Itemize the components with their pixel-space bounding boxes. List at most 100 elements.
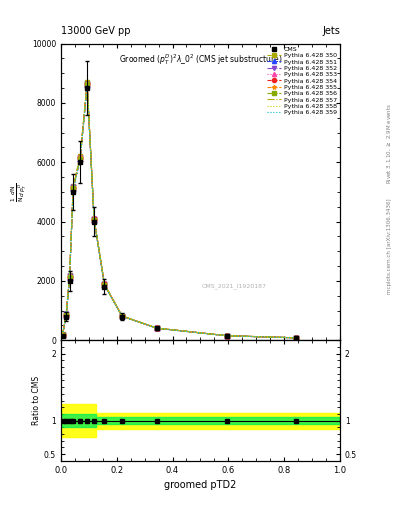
- Pythia 6.428 356: [64, 312, 68, 318]
- Pythia 6.428 359: [92, 217, 96, 223]
- Pythia 6.428 354: [154, 325, 159, 331]
- Pythia 6.428 350: [224, 333, 229, 339]
- Pythia 6.428 356: [78, 156, 83, 162]
- Pythia 6.428 355: [294, 335, 299, 341]
- Text: 13000 GeV pp: 13000 GeV pp: [61, 26, 130, 36]
- Pythia 6.428 353: [294, 335, 299, 341]
- Pythia 6.428 355: [119, 313, 124, 319]
- Pythia 6.428 358: [119, 313, 124, 319]
- Pythia 6.428 359: [64, 312, 68, 318]
- Pythia 6.428 355: [60, 331, 65, 337]
- Pythia 6.428 356: [224, 333, 229, 339]
- Pythia 6.428 353: [78, 156, 83, 162]
- Line: Pythia 6.428 355: Pythia 6.428 355: [60, 81, 299, 340]
- Pythia 6.428 357: [119, 313, 124, 319]
- Pythia 6.428 353: [102, 282, 107, 288]
- Pythia 6.428 359: [119, 313, 124, 319]
- Pythia 6.428 353: [119, 313, 124, 319]
- Pythia 6.428 353: [92, 217, 96, 223]
- Pythia 6.428 358: [294, 335, 299, 341]
- Pythia 6.428 357: [154, 325, 159, 331]
- Pythia 6.428 358: [102, 281, 107, 287]
- Line: Pythia 6.428 359: Pythia 6.428 359: [62, 86, 296, 338]
- Pythia 6.428 351: [224, 333, 229, 339]
- Pythia 6.428 351: [78, 156, 83, 162]
- Pythia 6.428 353: [64, 312, 68, 318]
- X-axis label: groomed pTD2: groomed pTD2: [164, 480, 237, 490]
- Pythia 6.428 354: [71, 185, 75, 191]
- Pythia 6.428 359: [78, 157, 83, 163]
- Text: mcplots.cern.ch [arXiv:1306.3436]: mcplots.cern.ch [arXiv:1306.3436]: [387, 198, 391, 293]
- Pythia 6.428 358: [64, 311, 68, 317]
- Pythia 6.428 351: [119, 313, 124, 319]
- Pythia 6.428 354: [294, 335, 299, 341]
- Pythia 6.428 352: [85, 80, 90, 87]
- Pythia 6.428 351: [102, 282, 107, 288]
- Pythia 6.428 357: [64, 311, 68, 317]
- Pythia 6.428 353: [154, 325, 159, 331]
- Pythia 6.428 355: [71, 184, 75, 190]
- Pythia 6.428 354: [224, 333, 229, 339]
- Pythia 6.428 355: [78, 155, 83, 161]
- Pythia 6.428 354: [119, 313, 124, 319]
- Pythia 6.428 354: [92, 217, 96, 223]
- Pythia 6.428 356: [154, 325, 159, 331]
- Pythia 6.428 352: [67, 273, 72, 280]
- Pythia 6.428 352: [102, 281, 107, 287]
- Pythia 6.428 354: [60, 332, 65, 338]
- Pythia 6.428 357: [294, 335, 299, 341]
- Pythia 6.428 359: [154, 325, 159, 331]
- Pythia 6.428 356: [85, 81, 90, 88]
- Line: Pythia 6.428 357: Pythia 6.428 357: [62, 84, 296, 338]
- Y-axis label: Ratio to CMS: Ratio to CMS: [32, 376, 41, 425]
- Pythia 6.428 356: [102, 282, 107, 288]
- Pythia 6.428 353: [71, 185, 75, 191]
- Pythia 6.428 357: [102, 281, 107, 287]
- Pythia 6.428 350: [60, 331, 65, 337]
- Pythia 6.428 355: [92, 216, 96, 222]
- Pythia 6.428 350: [78, 153, 83, 159]
- Pythia 6.428 350: [102, 281, 107, 287]
- Line: Pythia 6.428 358: Pythia 6.428 358: [62, 83, 296, 338]
- Pythia 6.428 350: [71, 183, 75, 189]
- Pythia 6.428 354: [102, 282, 107, 288]
- Pythia 6.428 355: [85, 80, 90, 87]
- Pythia 6.428 354: [67, 274, 72, 280]
- Pythia 6.428 352: [64, 311, 68, 317]
- Pythia 6.428 351: [71, 186, 75, 192]
- Pythia 6.428 358: [154, 325, 159, 331]
- Pythia 6.428 356: [119, 313, 124, 319]
- Pythia 6.428 353: [60, 332, 65, 338]
- Line: Pythia 6.428 354: Pythia 6.428 354: [60, 82, 299, 340]
- Text: Jets: Jets: [322, 26, 340, 36]
- Pythia 6.428 355: [102, 281, 107, 287]
- Pythia 6.428 356: [60, 332, 65, 338]
- Pythia 6.428 359: [224, 333, 229, 339]
- Pythia 6.428 355: [64, 311, 68, 317]
- Pythia 6.428 354: [64, 311, 68, 317]
- Pythia 6.428 350: [154, 325, 159, 331]
- Pythia 6.428 352: [154, 325, 159, 331]
- Pythia 6.428 358: [78, 154, 83, 160]
- Pythia 6.428 359: [71, 186, 75, 193]
- Pythia 6.428 357: [71, 185, 75, 191]
- Line: Pythia 6.428 356: Pythia 6.428 356: [60, 82, 299, 340]
- Pythia 6.428 350: [85, 79, 90, 85]
- Pythia 6.428 357: [85, 81, 90, 87]
- Text: Rivet 3.1.10, $\geq$ 2.9M events: Rivet 3.1.10, $\geq$ 2.9M events: [385, 103, 393, 184]
- Y-axis label: $\frac{1}{\mathrm{N}}\frac{d\mathrm{N}}{d\,p_T^D}$: $\frac{1}{\mathrm{N}}\frac{d\mathrm{N}}{…: [10, 182, 29, 202]
- Line: Pythia 6.428 353: Pythia 6.428 353: [60, 82, 299, 340]
- Pythia 6.428 351: [154, 325, 159, 331]
- Pythia 6.428 358: [60, 331, 65, 337]
- Pythia 6.428 354: [78, 155, 83, 161]
- Line: Pythia 6.428 351: Pythia 6.428 351: [60, 82, 299, 340]
- Pythia 6.428 356: [92, 217, 96, 223]
- Pythia 6.428 353: [85, 81, 90, 88]
- Pythia 6.428 358: [85, 80, 90, 86]
- Text: CMS_2021_I1920187: CMS_2021_I1920187: [202, 283, 266, 289]
- Pythia 6.428 352: [294, 335, 299, 341]
- Pythia 6.428 353: [224, 333, 229, 339]
- Text: Groomed $(p_T^D)^2\lambda\_0^2$ (CMS jet substructure): Groomed $(p_T^D)^2\lambda\_0^2$ (CMS jet…: [119, 52, 282, 67]
- Pythia 6.428 352: [224, 333, 229, 339]
- Pythia 6.428 359: [60, 332, 65, 338]
